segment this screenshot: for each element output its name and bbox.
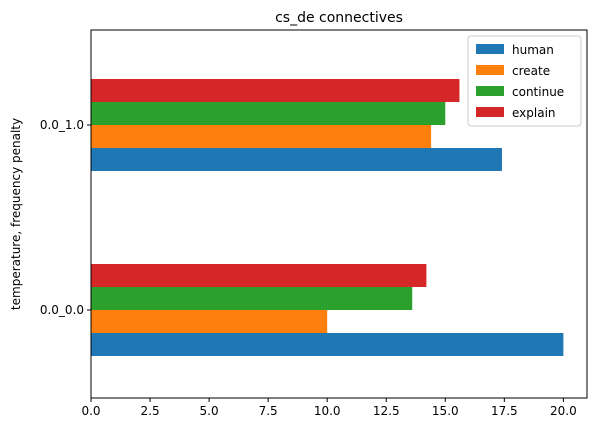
x-tick-label: 12.5 [373, 404, 400, 418]
x-tick-label: 10.0 [314, 404, 341, 418]
legend-label-create: create [512, 64, 550, 78]
x-axis-ticks: 0.0 2.5 5.0 7.5 10.0 12.5 15.0 17.5 20.0 [81, 398, 577, 418]
legend: human create continue explain [467, 35, 582, 127]
y-tick-label: 0.0_1.0 [40, 118, 84, 132]
legend-swatch-human [476, 44, 504, 54]
legend-swatch-continue [476, 86, 504, 96]
x-tick-label: 17.5 [491, 404, 518, 418]
legend-swatch-create [476, 65, 504, 75]
y-tick-label: 0.0_0.0 [40, 303, 84, 317]
x-tick-label: 15.0 [432, 404, 459, 418]
bars-group [91, 79, 564, 356]
y-axis-ticks: 0.0_0.0 0.0_1.0 [40, 118, 91, 317]
x-tick-label: 20.0 [550, 404, 577, 418]
x-tick-label: 5.0 [200, 404, 219, 418]
legend-label-explain: explain [512, 106, 556, 120]
legend-label-human: human [512, 43, 554, 57]
chart-title: cs_de connectives [275, 10, 403, 26]
y-axis-label: temperature, frequency penalty [9, 118, 23, 310]
bar-create-0.0_1.0 [91, 125, 432, 148]
x-tick-label: 7.5 [259, 404, 278, 418]
bar-human-0.0_1.0 [91, 148, 502, 171]
bar-explain-0.0_0.0 [91, 264, 427, 287]
x-tick-label: 0.0 [81, 404, 100, 418]
bar-continue-0.0_1.0 [91, 102, 446, 125]
legend-label-continue: continue [512, 85, 564, 99]
legend-swatch-explain [476, 107, 504, 117]
bar-human-0.0_0.0 [91, 333, 564, 356]
bar-create-0.0_0.0 [91, 310, 328, 333]
legend-box [467, 35, 582, 127]
x-tick-label: 2.5 [141, 404, 160, 418]
bar-continue-0.0_0.0 [91, 287, 413, 310]
plot-frame [90, 29, 588, 399]
bar-explain-0.0_1.0 [91, 79, 460, 102]
